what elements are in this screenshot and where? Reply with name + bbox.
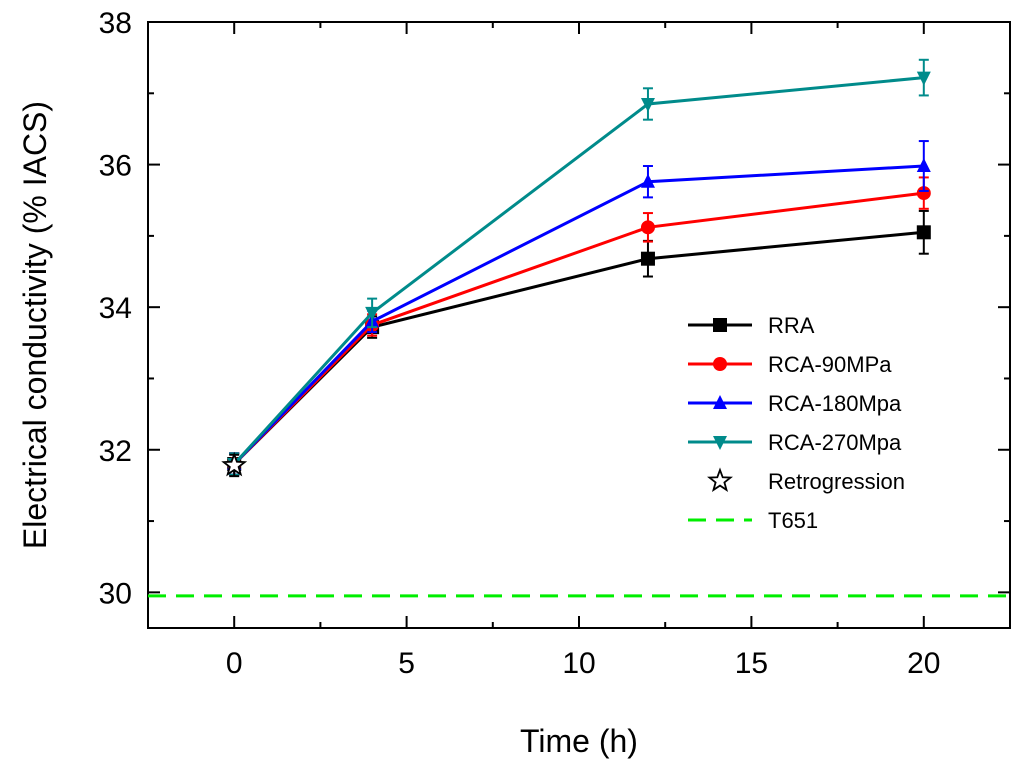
legend-label: RCA-180Mpa <box>768 391 902 416</box>
legend-label: T651 <box>768 508 818 533</box>
legend-item: RCA-270Mpa <box>688 430 902 455</box>
data-point <box>916 71 931 86</box>
data-point <box>221 451 248 477</box>
x-tick-label: 10 <box>562 647 595 680</box>
y-tick-label: 32 <box>99 435 132 468</box>
x-tick-label: 20 <box>907 647 940 680</box>
series-layer <box>221 58 931 478</box>
legend-item: Retrogression <box>707 467 905 494</box>
data-point <box>365 306 380 321</box>
y-tick-label: 30 <box>99 577 132 610</box>
plot-frame <box>147 21 1011 629</box>
legend-swatch-marker <box>713 318 727 332</box>
x-tick-label: 5 <box>398 647 415 680</box>
legend-swatch-marker <box>713 395 727 409</box>
y-tick-label: 36 <box>99 150 132 183</box>
x-axis-title: Time (h) <box>520 723 638 759</box>
data-point <box>640 173 655 188</box>
data-point <box>916 158 931 173</box>
legend-label: Retrogression <box>768 469 905 494</box>
plot-area <box>147 21 1011 629</box>
data-point <box>640 220 655 235</box>
legend-swatch-marker <box>707 467 733 492</box>
legend-item: RCA-90MPa <box>688 352 892 377</box>
data-point <box>916 186 931 201</box>
legend-item: RCA-180Mpa <box>688 391 902 416</box>
axis-ticks: 0 5 10 15 20 30 32 34 36 38 <box>99 7 1010 680</box>
x-tick-label: 15 <box>735 647 768 680</box>
x-tick-label: 0 <box>226 647 243 680</box>
y-tick-label: 34 <box>99 292 132 325</box>
y-axis-title: Electrical conductivity (% IACS) <box>17 101 53 549</box>
series-line <box>233 164 924 466</box>
legend: RRA RCA-90MPa RCA-180Mpa RCA-270Mpa Retrogre… <box>688 313 905 533</box>
legend-label: RCA-90MPa <box>768 352 892 377</box>
legend-label: RCA-270Mpa <box>768 430 902 455</box>
data-point <box>916 225 931 240</box>
series-rca-270mpa <box>227 58 931 476</box>
point-retrogression <box>221 451 248 478</box>
legend-swatch-marker <box>713 357 727 371</box>
series-line <box>233 76 924 466</box>
legend-label: RRA <box>768 313 815 338</box>
y-tick-label: 38 <box>99 7 132 40</box>
legend-item: RRA <box>688 313 815 338</box>
legend-swatch-marker <box>713 436 727 450</box>
legend-item: T651 <box>688 508 818 533</box>
data-point <box>640 251 655 266</box>
data-point <box>640 97 655 112</box>
